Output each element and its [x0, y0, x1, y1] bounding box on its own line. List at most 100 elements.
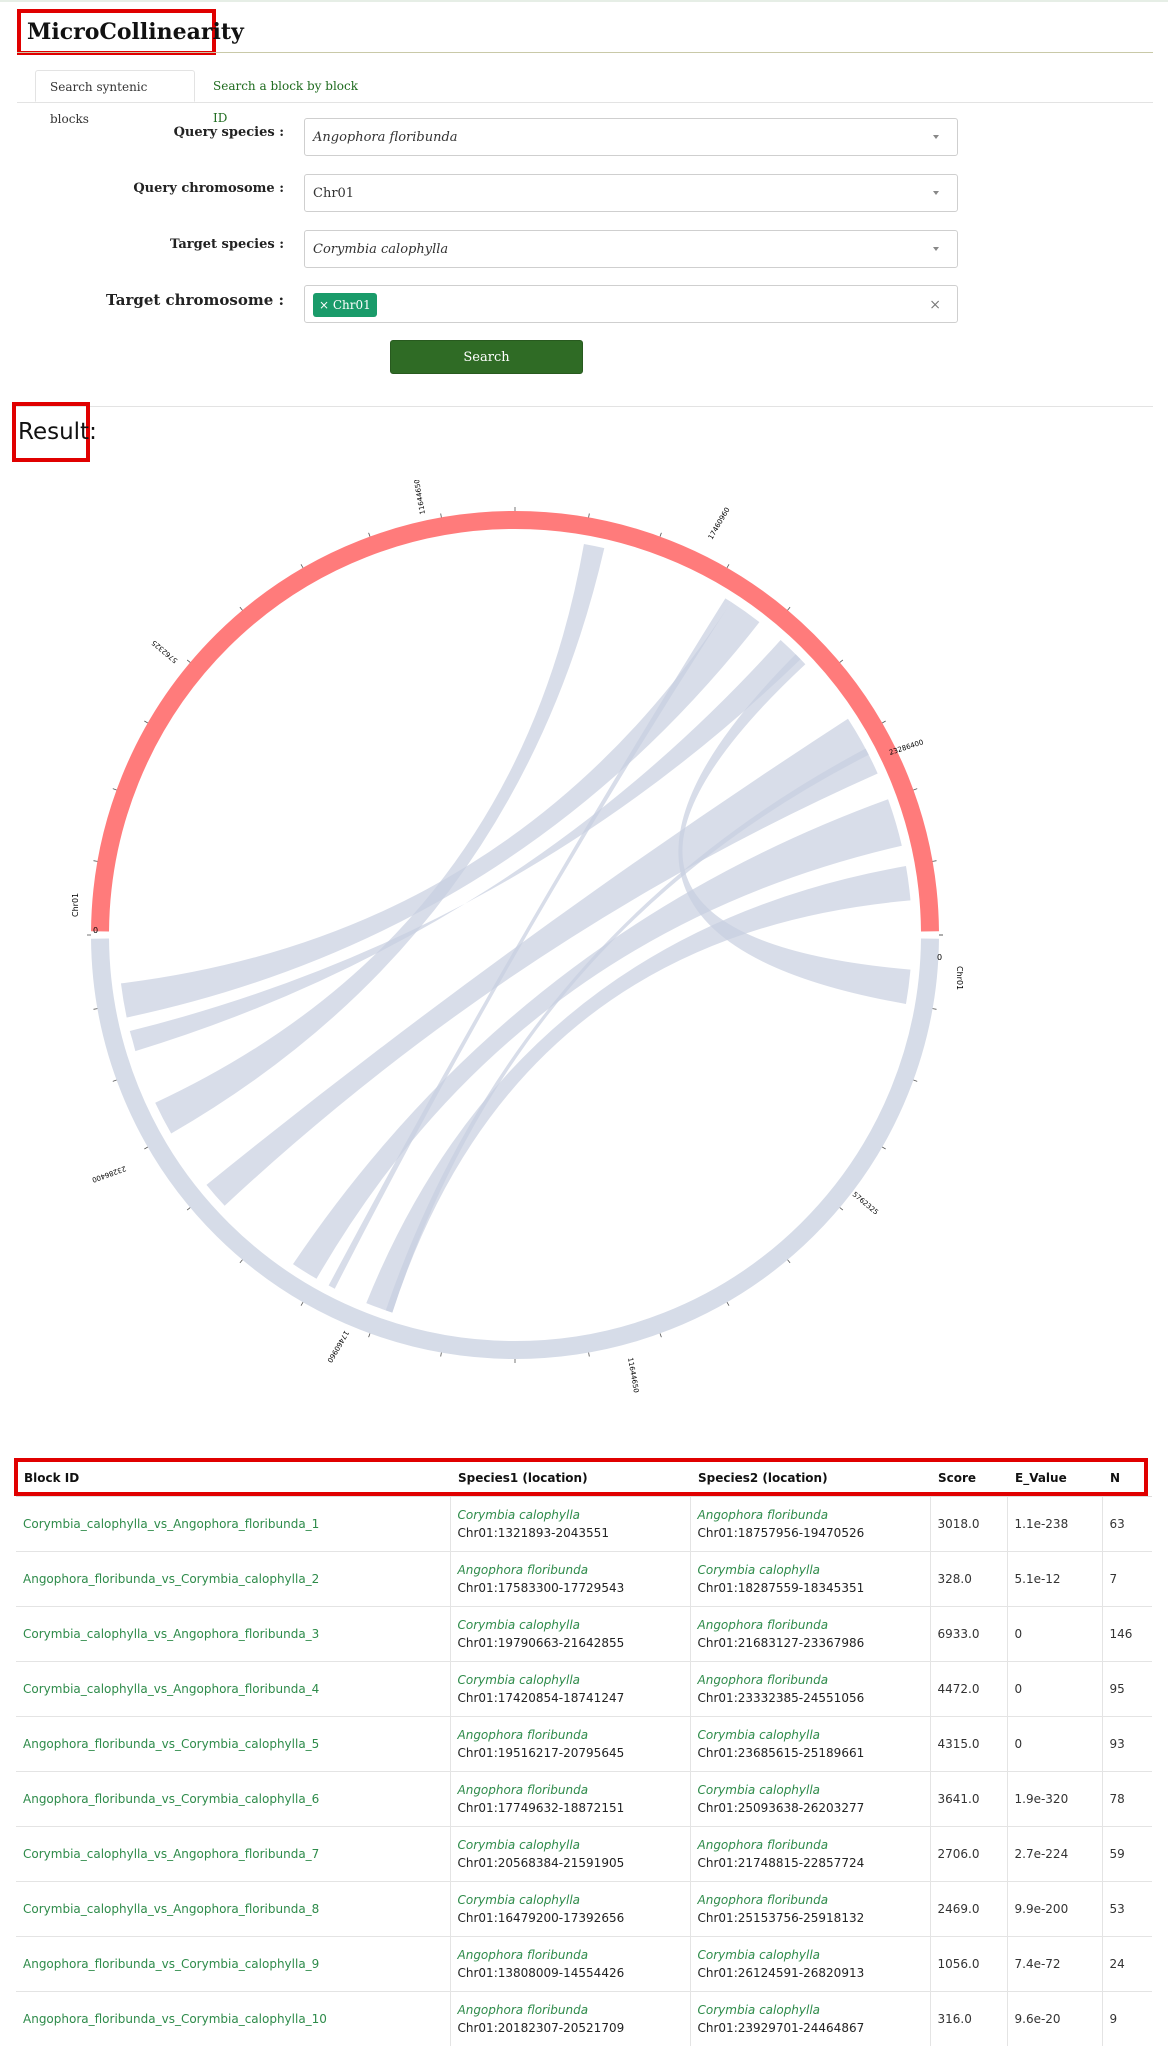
block-id-link[interactable]: Angophora_floribunda_vs_Corymbia_calophy…: [16, 1716, 451, 1772]
species2-cell: Angophora floribunda Chr01:21683127-23367…: [690, 1606, 931, 1662]
species1-name[interactable]: Corymbia calophylla: [457, 1893, 581, 1907]
tick-mark: [913, 1079, 918, 1082]
block-id-link[interactable]: Corymbia_calophylla_vs_Angophora_floribu…: [16, 1496, 451, 1552]
block-id-link[interactable]: Angophora_floribunda_vs_Corymbia_calophy…: [16, 1551, 451, 1607]
tick-mark: [144, 1146, 149, 1150]
table-row: Corymbia_calophylla_vs_Angophora_floribu…: [16, 1661, 1152, 1717]
tab-search-by-block-id[interactable]: Search a block by block ID: [213, 79, 359, 125]
chromosome-tag[interactable]: × Chr01: [313, 293, 377, 317]
species1-cell: Corymbia calophylla Chr01:16479200-173926…: [450, 1881, 691, 1937]
top-border: [0, 0, 1168, 2]
tick-mark: [659, 1333, 662, 1338]
score-cell: 3641.0: [930, 1771, 1008, 1827]
species2-name[interactable]: Corymbia calophylla: [697, 1783, 821, 1797]
search-button[interactable]: Search: [390, 340, 583, 374]
synteny-ribbon[interactable]: [206, 718, 878, 1206]
block-id-link[interactable]: Angophora_floribunda_vs_Corymbia_calophy…: [16, 1936, 451, 1992]
tick-mark: [300, 1301, 304, 1306]
target-species-select[interactable]: Corymbia calophylla: [304, 230, 958, 268]
species1-cell: Corymbia calophylla Chr01:17420854-187412…: [450, 1661, 691, 1717]
table-row: Corymbia_calophylla_vs_Angophora_floribu…: [16, 1496, 1152, 1552]
score-cell: 6933.0: [930, 1606, 1008, 1662]
synteny-ribbon[interactable]: [120, 602, 760, 1018]
n-cell: 24: [1102, 1936, 1152, 1992]
target-chromosome-multiselect[interactable]: × Chr01 ×: [304, 285, 958, 323]
col-n[interactable]: N: [1102, 1460, 1152, 1497]
label-right-chr: Chr01: [955, 966, 964, 990]
evalue-cell: 9.9e-200: [1007, 1881, 1103, 1937]
block-id-link[interactable]: Corymbia_calophylla_vs_Angophora_floribu…: [16, 1881, 451, 1937]
tick-mark: [787, 1259, 791, 1264]
tick-mark: [787, 606, 791, 611]
species1-name[interactable]: Corymbia calophylla: [457, 1618, 581, 1632]
species2-name[interactable]: Angophora floribunda: [697, 1838, 829, 1852]
species1-name[interactable]: Angophora floribunda: [457, 2003, 589, 2017]
tab-bar: Search syntenic blocks Search a block by…: [17, 70, 1153, 126]
col-species2[interactable]: Species2 (location): [690, 1460, 930, 1497]
species2-name[interactable]: Angophora floribunda: [697, 1508, 829, 1522]
species2-name[interactable]: Angophora floribunda: [697, 1618, 829, 1632]
tick-mark: [368, 532, 371, 537]
circos-plot: Chr01 0 Chr01 0 5762325 11644650 1746096…: [71, 480, 964, 1393]
species1-name[interactable]: Angophora floribunda: [457, 1783, 589, 1797]
species1-name[interactable]: Angophora floribunda: [457, 1948, 589, 1962]
table-row: Corymbia_calophylla_vs_Angophora_floribu…: [16, 1606, 1152, 1662]
clear-icon[interactable]: ×: [929, 297, 941, 313]
label-left-zero: 0: [93, 926, 98, 935]
species1-location: Chr01:19790663-21642855: [457, 1636, 625, 1650]
n-cell: 9: [1102, 1991, 1152, 2046]
species2-name[interactable]: Angophora floribunda: [697, 1673, 829, 1687]
col-evalue[interactable]: E_Value: [1007, 1460, 1102, 1497]
species2-name[interactable]: Corymbia calophylla: [697, 1728, 821, 1742]
species1-name[interactable]: Angophora floribunda: [457, 1728, 589, 1742]
tab-search-syntenic-blocks[interactable]: Search syntenic blocks: [35, 70, 195, 126]
block-id-link[interactable]: Corymbia_calophylla_vs_Angophora_floribu…: [16, 1661, 451, 1717]
synteny-ribbon[interactable]: [328, 598, 732, 1289]
tick-mark: [588, 513, 590, 518]
species2-location: Chr01:26124591-26820913: [697, 1966, 865, 1980]
species1-cell: Corymbia calophylla Chr01:19790663-216428…: [450, 1606, 691, 1662]
tick-mark: [186, 659, 191, 663]
col-score[interactable]: Score: [930, 1460, 1007, 1497]
query-chromosome-select[interactable]: Chr01: [304, 174, 958, 212]
species1-cell: Angophora floribunda Chr01:17749632-18872…: [450, 1771, 691, 1827]
block-id-link[interactable]: Corymbia_calophylla_vs_Angophora_floribu…: [16, 1826, 451, 1882]
species1-name[interactable]: Corymbia calophylla: [457, 1673, 581, 1687]
label-top-1: 5762325: [150, 638, 179, 664]
label-top-4: 23286400: [888, 738, 924, 757]
tick-mark: [913, 788, 918, 791]
species2-name[interactable]: Corymbia calophylla: [697, 2003, 821, 2017]
score-cell: 2706.0: [930, 1826, 1008, 1882]
block-id-link[interactable]: Angophora_floribunda_vs_Corymbia_calophy…: [16, 1771, 451, 1827]
tick-mark: [440, 1352, 442, 1357]
tick-marks: [87, 507, 943, 1363]
synteny-ribbon[interactable]: [678, 654, 911, 1004]
col-block-id[interactable]: Block ID: [16, 1460, 450, 1497]
target-chromosome-label: Target chromosome :: [106, 291, 284, 309]
evalue-cell: 2.7e-224: [1007, 1826, 1103, 1882]
species1-name[interactable]: Corymbia calophylla: [457, 1838, 581, 1852]
query-chromosome-row: Query chromosome : Chr01: [0, 174, 1168, 212]
tick-mark: [239, 1259, 243, 1264]
tick-mark: [881, 720, 886, 724]
species2-cell: Corymbia calophylla Chr01:26124591-268209…: [690, 1936, 931, 1992]
query-species-select[interactable]: Angophora floribunda: [304, 118, 958, 156]
species2-name[interactable]: Corymbia calophylla: [697, 1948, 821, 1962]
tick-mark: [93, 1008, 98, 1010]
block-id-link[interactable]: Corymbia_calophylla_vs_Angophora_floribu…: [16, 1606, 451, 1662]
block-id-link[interactable]: Angophora_floribunda_vs_Corymbia_calophy…: [16, 1991, 451, 2046]
species1-name[interactable]: Angophora floribunda: [457, 1563, 589, 1577]
n-cell: 59: [1102, 1826, 1152, 1882]
species2-location: Chr01:21683127-23367986: [697, 1636, 865, 1650]
evalue-cell: 7.4e-72: [1007, 1936, 1103, 1992]
species2-name[interactable]: Angophora floribunda: [697, 1893, 829, 1907]
n-cell: 7: [1102, 1551, 1152, 1607]
target-species-row: Target species : Corymbia calophylla: [0, 230, 1168, 268]
species1-cell: Angophora floribunda Chr01:20182307-20521…: [450, 1991, 691, 2046]
species2-name[interactable]: Corymbia calophylla: [697, 1563, 821, 1577]
species1-name[interactable]: Corymbia calophylla: [457, 1508, 581, 1522]
chevron-down-icon: [933, 191, 939, 195]
synteny-ribbon[interactable]: [293, 799, 902, 1279]
col-species1[interactable]: Species1 (location): [450, 1460, 690, 1497]
table-row: Angophora_floribunda_vs_Corymbia_calophy…: [16, 1551, 1152, 1607]
